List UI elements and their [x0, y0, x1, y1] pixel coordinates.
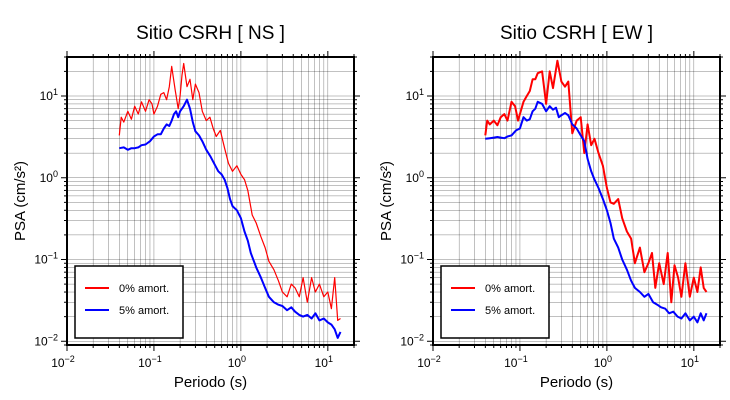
chart-title: Sitio CSRH [ NS ] — [136, 23, 285, 44]
x-tick-label-exponent: 1 — [328, 354, 333, 364]
x-tick-label: 10−2 — [417, 354, 441, 370]
legend-label-1: 5% amort. — [485, 305, 535, 317]
y-tick-label-exponent: −2 — [414, 332, 424, 342]
y-tick-label-base: 10 — [34, 253, 48, 267]
x-tick-label: 100 — [594, 354, 612, 370]
y-tick-label-base: 10 — [40, 89, 54, 103]
y-tick-label: 101 — [406, 87, 424, 103]
x-tick-label-exponent: −1 — [151, 354, 161, 364]
y-tick-label-exponent: 0 — [53, 169, 58, 179]
y-tick-label: 10−2 — [34, 332, 58, 348]
series-line-1 — [485, 100, 708, 324]
legend-box — [440, 265, 550, 339]
x-tick-label-exponent: −2 — [431, 354, 441, 364]
y-tick-label-base: 10 — [406, 171, 420, 185]
x-tick-label-base: 10 — [51, 356, 65, 370]
x-tick-label-exponent: 0 — [607, 354, 612, 364]
x-tick-label: 100 — [228, 354, 246, 370]
legend-label-0: 0% amort. — [485, 283, 535, 295]
x-tick-label-base: 10 — [315, 356, 329, 370]
y-tick-label: 101 — [40, 87, 58, 103]
y-tick-label-base: 10 — [400, 253, 414, 267]
y-tick-label-base: 10 — [406, 89, 420, 103]
legend-label-1: 5% amort. — [119, 305, 169, 317]
ticks — [61, 51, 360, 351]
y-tick-label-base: 10 — [34, 334, 48, 348]
legend-label-0: 0% amort. — [119, 283, 169, 295]
y-tick-label-exponent: −1 — [48, 251, 58, 261]
y-tick-label: 10−1 — [400, 251, 424, 267]
y-tick-label-base: 10 — [400, 334, 414, 348]
y-tick-label-exponent: −2 — [48, 332, 58, 342]
y-tick-label-exponent: 0 — [419, 169, 424, 179]
x-axis-label: Periodo (s) — [540, 374, 613, 391]
x-tick-label-base: 10 — [594, 356, 608, 370]
x-tick-label: 10−2 — [51, 354, 75, 370]
series-line-1 — [119, 98, 342, 339]
x-tick-label-exponent: −1 — [517, 354, 527, 364]
x-tick-label: 101 — [681, 354, 699, 370]
y-tick-label-exponent: −1 — [414, 251, 424, 261]
x-tick-label-exponent: −2 — [65, 354, 75, 364]
series-line-0 — [118, 62, 341, 321]
x-tick-label: 101 — [315, 354, 333, 370]
x-tick-label-base: 10 — [504, 356, 518, 370]
x-tick-label-exponent: 0 — [241, 354, 246, 364]
x-tick-label: 10−1 — [138, 354, 162, 370]
series-group — [118, 62, 342, 339]
y-tick-label: 100 — [40, 169, 58, 185]
plot-frame — [432, 56, 721, 346]
x-tick-label-base: 10 — [228, 356, 242, 370]
legend: 0% amort. 5% amort. — [74, 265, 184, 339]
series-line-0 — [484, 59, 708, 304]
x-tick-label-base: 10 — [681, 356, 695, 370]
y-axis-label: PSA (cm/s²) — [12, 161, 29, 241]
series-group — [484, 59, 708, 324]
x-tick-label-base: 10 — [417, 356, 431, 370]
plot-frame — [66, 56, 355, 346]
ticks — [427, 51, 726, 351]
y-tick-label-exponent: 1 — [419, 87, 424, 97]
x-axis-label: Periodo (s) — [174, 374, 247, 391]
x-tick-label-exponent: 1 — [694, 354, 699, 364]
legend-box — [74, 265, 184, 339]
x-tick-label: 10−1 — [504, 354, 528, 370]
y-tick-label-base: 10 — [40, 171, 54, 185]
y-tick-label: 100 — [406, 169, 424, 185]
chart-title: Sitio CSRH [ EW ] — [500, 23, 653, 44]
legend: 0% amort. 5% amort. — [440, 265, 550, 339]
y-tick-label: 10−2 — [400, 332, 424, 348]
x-tick-label-base: 10 — [138, 356, 152, 370]
y-tick-label-exponent: 1 — [53, 87, 58, 97]
y-tick-label: 10−1 — [34, 251, 58, 267]
y-axis-label: PSA (cm/s²) — [378, 161, 395, 241]
